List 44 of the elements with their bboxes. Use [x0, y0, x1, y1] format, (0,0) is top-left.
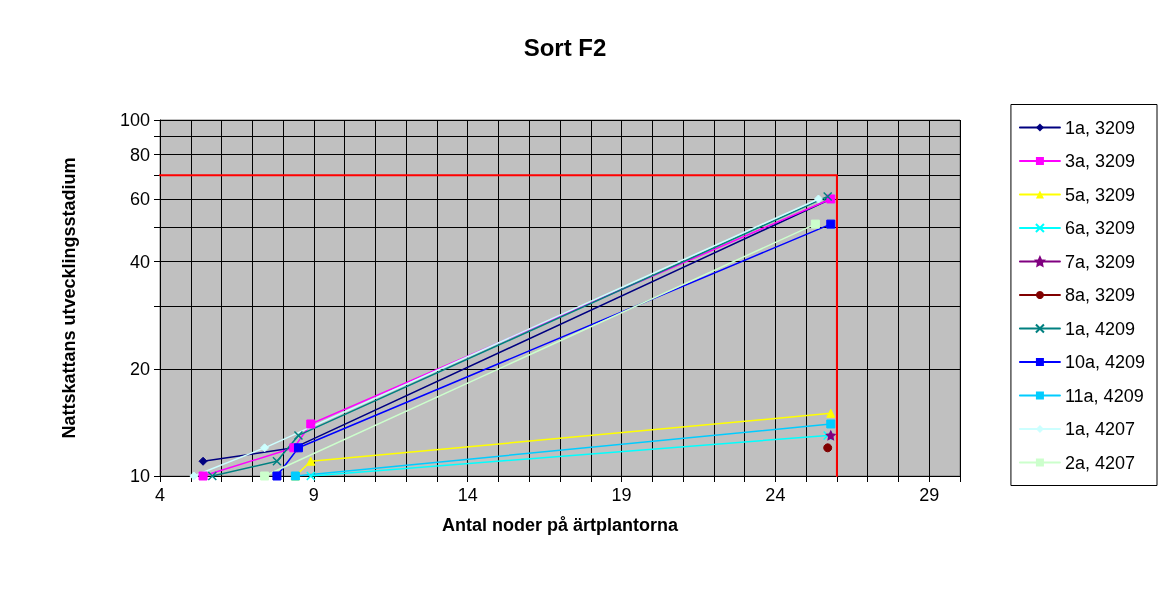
- legend-label: 1a, 4209: [1064, 318, 1135, 339]
- point: [813, 194, 823, 204]
- legend-label: 2a, 4207: [1064, 452, 1135, 473]
- point: [826, 219, 836, 229]
- point: [306, 456, 316, 466]
- point: [810, 219, 820, 229]
- legend-label: 8a, 3209: [1064, 285, 1135, 305]
- legend-label: 11a, 4209: [1064, 385, 1144, 406]
- point: [198, 471, 208, 481]
- legend-label: 10a, 4209: [1064, 352, 1145, 372]
- y-tick-label: 20: [129, 358, 150, 379]
- point: [826, 408, 836, 418]
- y-tick-label: 10: [129, 466, 150, 486]
- point: [260, 443, 270, 453]
- legend-label: 7a, 3209: [1064, 251, 1135, 272]
- y-tick-label: 60: [129, 188, 150, 209]
- point: [293, 430, 304, 441]
- legend-label: 5a, 3209: [1064, 184, 1135, 205]
- x-axis-title: Antal noder på ärtplantorna: [441, 515, 679, 535]
- legend-label: 6a, 3209: [1064, 218, 1135, 238]
- point: [823, 443, 833, 453]
- point: [198, 456, 208, 466]
- point: [306, 419, 316, 429]
- x-tick-label: 9: [308, 485, 319, 505]
- legend-label: 1a, 4207: [1064, 419, 1135, 439]
- legend-label: 3a, 3209: [1064, 151, 1135, 171]
- y-tick-label: 100: [119, 110, 150, 130]
- point: [293, 443, 303, 453]
- point: [826, 419, 836, 429]
- legend-label: 1a, 3209: [1064, 117, 1135, 138]
- chart-title: Sort F2: [523, 33, 607, 61]
- y-axis-title: Nattskattans utvecklingsstadium: [59, 157, 79, 439]
- y-tick-label: 80: [129, 144, 150, 165]
- point: [826, 430, 836, 441]
- x-tick-label: 29: [919, 485, 940, 505]
- point: [260, 471, 270, 481]
- point: [272, 456, 282, 467]
- point: [207, 471, 218, 481]
- x-tick-label: 4: [154, 485, 166, 505]
- x-tick-label: 19: [611, 485, 632, 505]
- y-tick-label: 40: [129, 251, 150, 272]
- x-tick-label: 24: [765, 485, 786, 505]
- x-tick-label: 14: [457, 485, 478, 505]
- point: [822, 191, 833, 202]
